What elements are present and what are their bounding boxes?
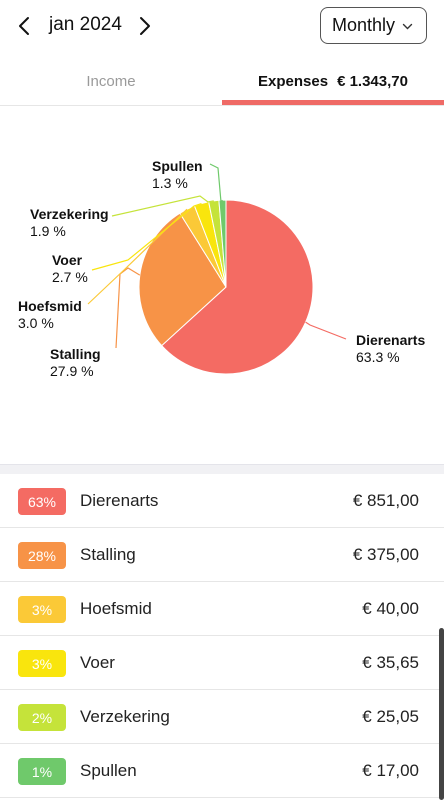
category-row-hoefsmid[interactable]: 3% Hoefsmid € 40,00 <box>0 582 444 636</box>
category-amount: € 25,05 <box>362 707 419 726</box>
category-name: Dierenarts <box>80 491 159 510</box>
previous-month-button[interactable] <box>12 12 38 40</box>
tab-bar: Income Expenses € 1.343,70 <box>0 56 444 106</box>
pie-label-name: Dierenarts <box>356 332 426 348</box>
pie-label-percent: 1.3 % <box>152 175 188 191</box>
period-select-label: Monthly <box>332 15 396 35</box>
pie-label-name: Hoefsmid <box>18 298 82 314</box>
pie-label-percent: 1.9 % <box>30 223 66 239</box>
scrollbar[interactable] <box>439 628 444 800</box>
current-month: jan 2024 <box>49 14 122 35</box>
category-name: Verzekering <box>80 707 170 726</box>
pie-label-percent: 3.0 % <box>18 315 54 331</box>
percent-badge: 3% <box>18 650 66 677</box>
tab-income[interactable]: Income <box>0 56 222 106</box>
category-amount: € 40,00 <box>362 599 419 618</box>
leader-line-voer <box>91 202 202 271</box>
percent-badge: 2% <box>18 704 66 731</box>
header: jan 2024 Monthly <box>0 0 444 56</box>
category-amount: € 17,00 <box>362 761 419 780</box>
percent-badge: 63% <box>18 488 66 515</box>
category-row-spullen[interactable]: 1% Spullen € 17,00 <box>0 744 444 798</box>
percent-badge: 1% <box>18 758 66 785</box>
leader-line-dierenarts <box>305 321 347 340</box>
pie-label-verzekering: Verzekering 1.9 % <box>30 206 109 240</box>
category-name: Stalling <box>80 545 136 564</box>
category-amount: € 851,00 <box>352 491 419 510</box>
pie-label-name: Voer <box>52 252 83 268</box>
leader-line-spullen <box>209 163 223 204</box>
category-row-stalling[interactable]: 28% Stalling € 375,00 <box>0 528 444 582</box>
chevron-down-icon <box>402 23 413 30</box>
expenses-total: € 1.343,70 <box>337 72 408 90</box>
category-amount: € 35,65 <box>362 653 419 672</box>
category-row-dierenarts[interactable]: 63% Dierenarts € 851,00 <box>0 474 444 528</box>
category-list: 63% Dierenarts € 851,00 28% Stalling € 375,00… <box>0 474 444 798</box>
pie-label-stalling: Stalling 27.9 % <box>50 346 101 380</box>
category-amount: € 375,00 <box>352 545 419 564</box>
pie-slice-dierenarts[interactable] <box>160 199 314 375</box>
category-name: Spullen <box>80 761 137 780</box>
pie-label-name: Stalling <box>50 346 101 362</box>
pie-chart-svg <box>87 163 347 375</box>
category-name: Hoefsmid <box>80 599 152 618</box>
pie-label-dierenarts: Dierenarts 63.3 % <box>356 332 425 366</box>
chevron-left-icon <box>19 17 29 35</box>
leader-line-hoefsmid <box>87 208 188 305</box>
category-row-verzekering[interactable]: 2% Verzekering € 25,05 <box>0 690 444 744</box>
expenses-pie-chart: Dierenarts 63.3 % Stalling 27.9 % Hoefsmid 3.… <box>0 106 444 464</box>
category-row-voer[interactable]: 3% Voer € 35,65 <box>0 636 444 690</box>
category-name: Voer <box>80 653 115 672</box>
pie-label-percent: 27.9 % <box>50 363 94 379</box>
percent-badge: 3% <box>18 596 66 623</box>
pie-label-percent: 63.3 % <box>356 349 400 365</box>
chevron-right-icon <box>140 17 150 35</box>
section-divider <box>0 464 444 474</box>
leader-line-verzekering <box>111 195 214 217</box>
pie-label-hoefsmid: Hoefsmid 3.0 % <box>18 298 82 332</box>
pie-label-spullen: Spullen 1.3 % <box>152 158 203 192</box>
pie-label-name: Verzekering <box>30 206 109 222</box>
next-month-button[interactable] <box>131 12 157 40</box>
tab-expenses[interactable]: Expenses € 1.343,70 <box>222 56 444 106</box>
pie-label-voer: Voer 2.7 % <box>52 252 88 286</box>
tab-expenses-label: Expenses <box>258 72 329 90</box>
active-tab-indicator <box>222 100 444 105</box>
percent-badge: 28% <box>18 542 66 569</box>
pie-label-percent: 2.7 % <box>52 269 88 285</box>
pie-label-name: Spullen <box>152 158 203 174</box>
tab-income-label: Income <box>86 72 136 90</box>
leader-line-stalling <box>115 267 141 349</box>
pie-slice-spullen[interactable] <box>218 199 227 288</box>
period-select[interactable]: Monthly <box>320 7 427 44</box>
